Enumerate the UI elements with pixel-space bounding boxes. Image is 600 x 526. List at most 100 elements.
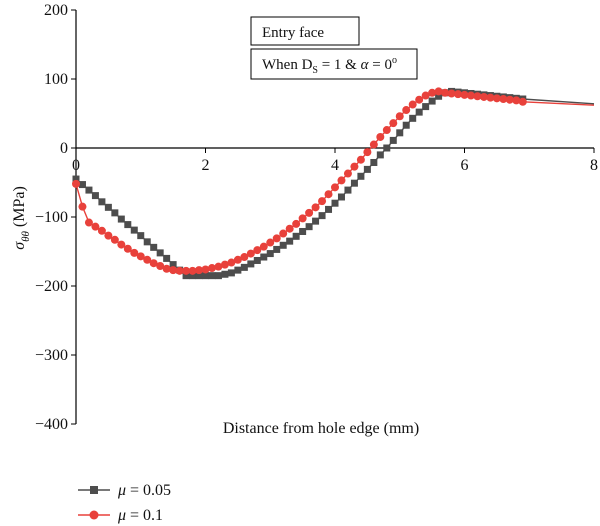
data-point	[227, 258, 236, 267]
y-tick-label: 0	[60, 140, 68, 157]
data-point	[363, 148, 372, 157]
legend-marker-1	[90, 486, 98, 494]
data-point	[246, 249, 255, 258]
y-tick-label: −300	[35, 347, 68, 364]
data-point	[311, 203, 320, 212]
x-tick-label: 2	[202, 157, 210, 174]
y-tick-label: −200	[35, 278, 68, 295]
data-point	[111, 209, 119, 217]
x-ticks: 0 2 4 6 8	[72, 148, 598, 174]
annotation-text-2-sub: S	[312, 65, 318, 76]
x-tick-label: 0	[72, 157, 80, 174]
data-point	[422, 103, 430, 111]
data-point	[395, 112, 404, 121]
data-point	[110, 235, 119, 244]
data-point	[124, 221, 132, 229]
data-point	[415, 95, 424, 104]
data-point	[331, 199, 339, 207]
data-point	[428, 88, 437, 97]
data-point	[98, 198, 106, 206]
data-point	[279, 241, 287, 249]
legend-label-1-mu: μ	[117, 482, 126, 499]
data-point	[91, 192, 99, 200]
data-point	[479, 92, 488, 101]
data-point	[441, 88, 450, 97]
legend-label-2-rest: = 0.1	[126, 507, 163, 524]
data-point	[434, 87, 443, 96]
data-point	[202, 272, 209, 280]
data-point	[227, 269, 235, 277]
data-point	[298, 214, 307, 223]
data-point	[402, 106, 411, 115]
data-point	[421, 91, 430, 100]
data-point	[195, 272, 203, 280]
data-point	[78, 202, 87, 211]
data-point	[369, 140, 378, 149]
annotation-box-1	[250, 16, 360, 46]
legend-item-1: μ = 0.05	[78, 482, 171, 499]
data-point	[207, 264, 216, 273]
data-point	[143, 238, 151, 246]
annotation-text-2-prefix: When D	[262, 57, 313, 73]
data-point	[130, 248, 139, 257]
data-point	[408, 100, 417, 109]
annotation-text-2: When DS = 1 & α = 0o	[262, 55, 397, 76]
data-point	[104, 203, 112, 211]
y-tick-label: −400	[35, 416, 68, 433]
data-point	[305, 223, 313, 231]
data-point	[279, 229, 288, 238]
data-point	[182, 272, 190, 280]
data-point	[214, 262, 223, 271]
data-point	[286, 237, 294, 245]
x-axis-title: Distance from hole edge (mm)	[223, 420, 419, 437]
data-point	[350, 162, 359, 171]
data-point	[169, 261, 177, 269]
data-point	[454, 90, 463, 99]
data-point	[331, 183, 339, 192]
legend-label-1-rest: = 0.05	[126, 482, 171, 499]
data-point	[72, 175, 80, 183]
x-tick-label: 4	[331, 157, 339, 174]
data-point	[324, 190, 333, 199]
data-point	[175, 266, 184, 275]
data-point	[85, 186, 93, 194]
data-point	[292, 232, 300, 240]
data-point	[123, 244, 132, 253]
data-point	[240, 253, 249, 262]
data-point	[188, 266, 197, 275]
data-point	[169, 266, 178, 275]
data-point	[143, 255, 152, 264]
data-point	[499, 95, 508, 104]
data-point	[233, 255, 242, 264]
data-point	[505, 95, 514, 104]
annotation-text-2-suffix: = 0	[368, 57, 391, 73]
y-tick-label: 100	[44, 71, 68, 88]
legend-label-2: μ = 0.1	[117, 507, 163, 524]
data-point	[460, 90, 469, 99]
data-point	[163, 254, 171, 262]
data-point	[402, 121, 410, 129]
data-point	[97, 226, 106, 235]
data-point	[182, 266, 191, 275]
annotation-text-2-sup: o	[392, 55, 397, 66]
legend-marker-2	[89, 510, 99, 520]
data-point	[447, 89, 456, 98]
y-axis-title-unit: (MPa)	[11, 186, 28, 231]
annotation-text-2-alpha: α	[361, 57, 370, 73]
y-axis-title: σθθ (MPa)	[11, 186, 32, 250]
data-point	[150, 243, 158, 251]
y-tick-label: −100	[35, 209, 68, 226]
data-point	[195, 266, 204, 275]
data-point	[260, 253, 268, 261]
data-point	[409, 114, 417, 122]
data-point	[259, 242, 268, 251]
data-point	[396, 129, 404, 137]
data-point	[486, 93, 495, 102]
annotation-text-2-mid: = 1 &	[318, 57, 361, 73]
data-point	[72, 179, 80, 188]
data-point	[272, 234, 281, 243]
data-point	[136, 252, 145, 261]
data-point	[266, 250, 274, 258]
data-point	[208, 272, 216, 280]
